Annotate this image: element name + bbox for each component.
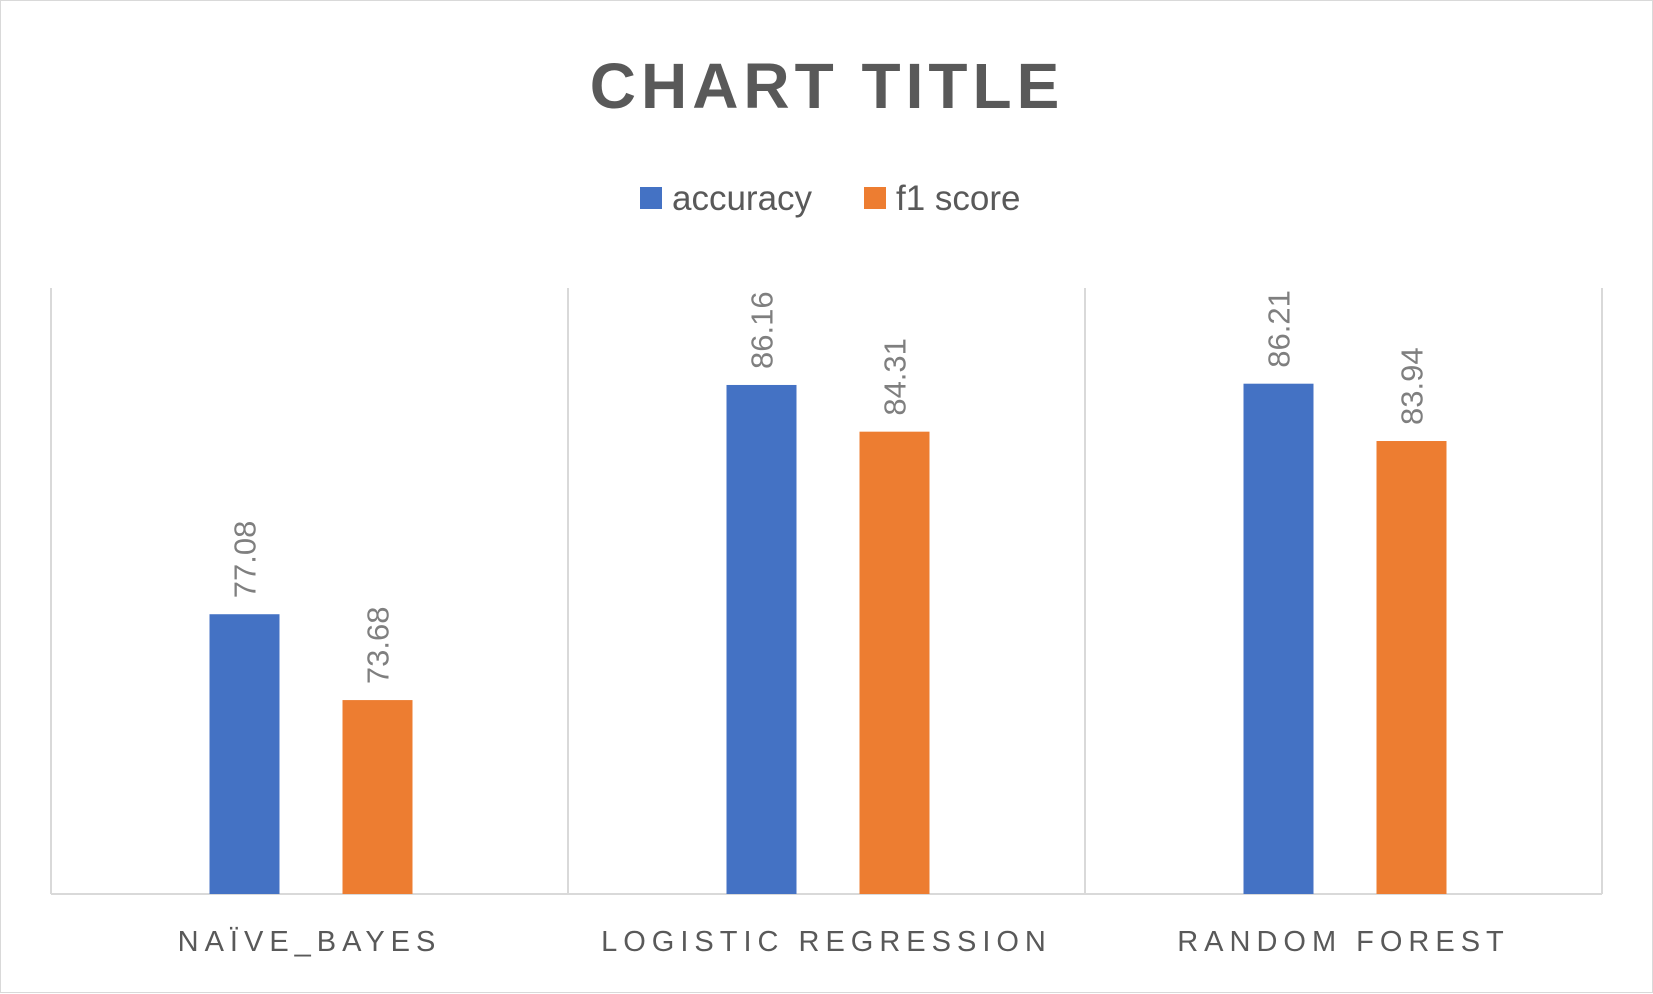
chart-legend: accuracy f1 score bbox=[640, 179, 1021, 218]
data-label: 86.21 bbox=[1262, 290, 1297, 368]
legend-swatch-accuracy bbox=[640, 187, 662, 209]
bar-accuracy-1 bbox=[726, 384, 797, 894]
category-label: NAÏVE_BAYES bbox=[178, 926, 442, 958]
legend-label: f1 score bbox=[896, 179, 1021, 218]
data-label: 83.94 bbox=[1395, 347, 1430, 425]
data-label: 77.08 bbox=[228, 521, 263, 599]
category-label: LOGISTIC REGRESSION bbox=[601, 926, 1052, 958]
legend-swatch-f1-score bbox=[864, 187, 886, 209]
bar-f1-score-1 bbox=[859, 431, 930, 894]
legend-label: accuracy bbox=[672, 179, 813, 218]
bar-accuracy-0 bbox=[209, 614, 280, 894]
bar-accuracy-2 bbox=[1243, 383, 1314, 894]
data-label: 84.31 bbox=[878, 338, 913, 416]
category-label: RANDOM FOREST bbox=[1177, 926, 1510, 958]
data-labels: 77.08 86.16 86.21 73.68 84.31 83.94 bbox=[228, 290, 1430, 684]
data-label: 86.16 bbox=[745, 291, 780, 369]
chart-title: CHART TITLE bbox=[590, 50, 1065, 122]
bar-f1-score-0 bbox=[342, 700, 413, 894]
category-axis: NAÏVE_BAYES LOGISTIC REGRESSION RANDOM FOR… bbox=[178, 926, 1510, 958]
chart-bars bbox=[209, 383, 1447, 894]
data-label: 73.68 bbox=[361, 607, 396, 685]
bar-f1-score-2 bbox=[1376, 441, 1447, 894]
chart-grid bbox=[50, 288, 1603, 895]
